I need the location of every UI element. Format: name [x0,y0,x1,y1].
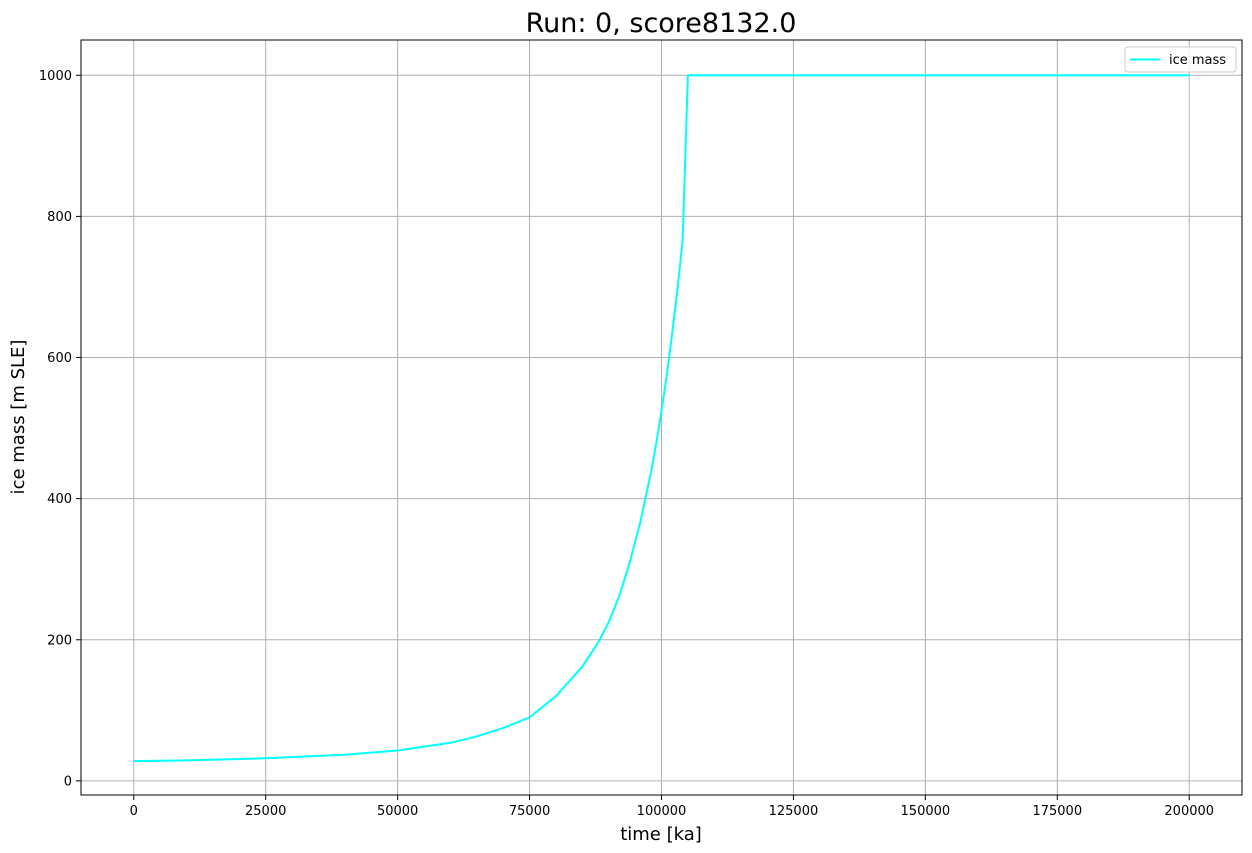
y-tick-label: 0 [64,774,72,789]
y-tick-label: 800 [47,210,72,225]
x-tick-label: 0 [130,804,138,819]
y-axis-label: ice mass [m SLE] [8,340,29,495]
y-axis-ticks: 0 200 400 600 800 1000 [39,69,81,789]
x-axis-ticks: 0 25000 50000 75000 100000 125000 150000 175000… [130,795,1214,819]
y-tick-label: 1000 [39,69,72,84]
x-tick-label: 75000 [509,804,550,819]
x-tick-label: 25000 [245,804,286,819]
chart-title: Run: 0, score8132.0 [526,8,797,39]
y-tick-label: 600 [47,351,72,366]
x-tick-label: 50000 [377,804,418,819]
x-tick-label: 150000 [901,804,951,819]
x-tick-label: 175000 [1032,804,1082,819]
x-tick-label: 200000 [1164,804,1214,819]
legend-label: ice mass [1169,53,1226,68]
y-tick-label: 400 [47,492,72,507]
x-tick-label: 100000 [637,804,687,819]
x-tick-label: 125000 [769,804,819,819]
legend: ice mass [1124,46,1237,73]
y-tick-label: 200 [47,633,72,648]
x-axis-label: time [ka] [620,824,702,845]
series-line-ice-mass [133,74,1190,763]
series-layer [133,74,1190,763]
x-gridlines [133,40,1190,795]
legend-box [1124,46,1237,73]
